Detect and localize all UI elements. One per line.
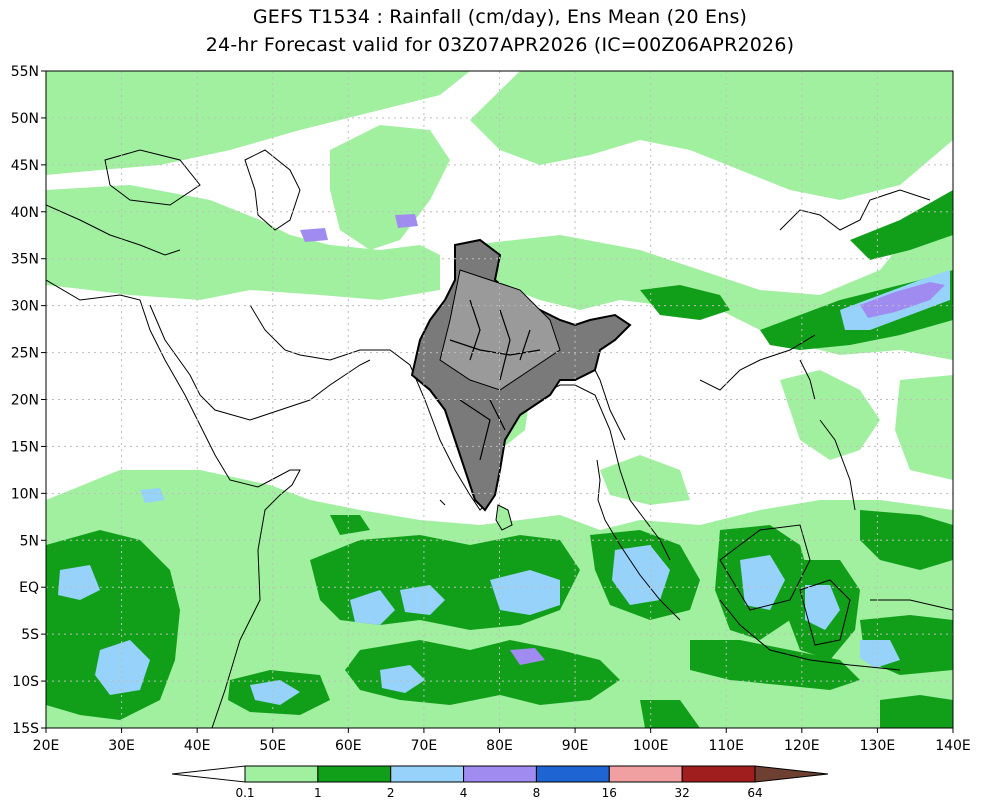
map-subtitle: 24-hr Forecast valid for 03Z07APR2026 (I… [205, 34, 795, 56]
lon-tick-label: 40E [184, 738, 211, 754]
lon-tick-label: 60E [335, 738, 362, 754]
lat-tick-label: 25N [11, 346, 39, 362]
colorbar-level-label: 32 [675, 786, 690, 800]
lon-tick-label: 20E [33, 738, 60, 754]
coastlines [46, 149, 953, 728]
colorbar-box [390, 765, 465, 783]
colorbar-box [535, 765, 610, 783]
graticule [46, 71, 953, 728]
colorbar-under-arrow [171, 765, 246, 783]
map-title: GEFS T1534 : Rainfall (cm/day), Ens Mean… [252, 6, 748, 28]
lat-tick-label: 45N [11, 158, 39, 174]
colorbar-over-arrow [754, 765, 829, 783]
lon-tick-label: 70E [411, 738, 438, 754]
lon-tick-label: 130E [860, 738, 896, 754]
colorbar-level-label: 4 [460, 786, 468, 800]
lat-tick-label: 5S [21, 627, 39, 643]
lat-tick-label: 35N [11, 252, 39, 268]
colorbar-level-label: 64 [747, 786, 762, 800]
lat-tick-label: 10N [11, 486, 39, 502]
lon-tick-label: 100E [633, 738, 669, 754]
lat-tick-label: 15N [11, 439, 39, 455]
colorbar-box [244, 765, 319, 783]
lat-tick-label: 50N [11, 111, 39, 127]
lat-tick-label: EQ [19, 580, 39, 596]
lat-tick-label: 10S [12, 674, 39, 690]
colorbar-level-label: 0.1 [235, 786, 254, 800]
lon-tick-label: 110E [708, 738, 744, 754]
colorbar-level-label: 1 [314, 786, 322, 800]
lon-tick-label: 90E [562, 738, 589, 754]
rain-very-heavy [300, 214, 945, 665]
lat-tick-label: 5N [20, 533, 39, 549]
colorbar-box [681, 765, 756, 783]
lon-tick-label: 120E [784, 738, 820, 754]
colorbar-level-label: 16 [602, 786, 617, 800]
colorbar-box [463, 765, 537, 783]
colorbar: 0.1 1 2 4 8 16 32 64 [171, 765, 829, 800]
colorbar-box [608, 765, 683, 783]
lat-tick-label: 55N [11, 64, 39, 80]
lon-tick-label: 140E [935, 738, 971, 754]
lat-tick-label: 40N [11, 205, 39, 221]
map-axes: 55N 50N 45N 40N 35N 30N 25N 20N 15N 10N 5N EQ 5S 10S 1… [11, 64, 971, 754]
colorbar-level-label: 2 [387, 786, 395, 800]
lon-tick-label: 50E [259, 738, 286, 754]
lon-tick-label: 80E [486, 738, 513, 754]
lat-tick-label: 30N [11, 299, 39, 315]
lat-tick-label: 15S [12, 721, 39, 737]
colorbar-level-label: 8 [533, 786, 541, 800]
colorbar-box [317, 765, 392, 783]
lat-tick-label: 20N [11, 393, 39, 409]
lon-tick-label: 30E [108, 738, 135, 754]
